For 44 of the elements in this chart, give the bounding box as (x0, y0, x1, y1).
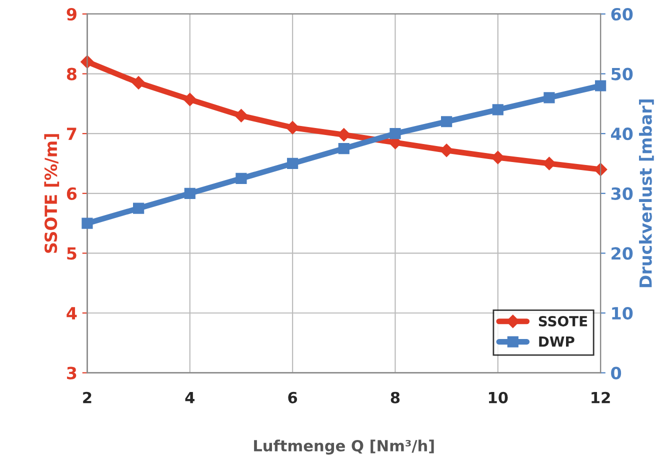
point (132, 76, 146, 90)
point (338, 142, 350, 154)
point (234, 109, 248, 122)
point (133, 202, 144, 214)
y-tick-label: 9 (66, 8, 76, 21)
y2-tick-label: 60 (611, 8, 633, 21)
y2-tick-label: 30 (611, 187, 633, 200)
point (492, 104, 504, 116)
point (236, 172, 247, 184)
y-tick-label: 6 (66, 187, 77, 200)
point (440, 116, 452, 128)
y-tick-label: 7 (67, 128, 76, 140)
y2-tick-label: 10 (612, 306, 633, 320)
legend-label: SSOTE (538, 316, 588, 326)
y-axis-title: SSOTE [%/m] (44, 134, 60, 253)
point (287, 158, 298, 170)
y2-tick-label: 0 (611, 366, 622, 380)
y2-tick-label: 40 (611, 128, 633, 140)
y2-axis-title: Druckverlust [mbar] (639, 100, 654, 288)
y-tick-label: 4 (66, 307, 77, 320)
y-tick-label: 8 (66, 68, 76, 80)
y2-tick-label: 50 (612, 68, 633, 80)
point (544, 92, 555, 104)
legend-label: DWP (539, 336, 574, 347)
point (337, 128, 350, 142)
x-tick-label: 4 (185, 392, 195, 404)
point (594, 80, 606, 92)
point (183, 92, 196, 106)
x-tick-label: 6 (288, 392, 298, 404)
point (491, 150, 504, 164)
x-tick-label: 10 (488, 392, 508, 404)
point (82, 218, 93, 229)
x-tick-label: 12 (592, 392, 610, 404)
y-tick-label: 5 (67, 247, 76, 260)
point (184, 188, 196, 199)
point (542, 156, 556, 170)
x-tick-label: 8 (390, 392, 400, 404)
y-tick-label: 3 (67, 366, 76, 380)
x-tick-label: 2 (83, 392, 92, 404)
point (440, 144, 454, 157)
y2-tick-label: 20 (612, 247, 633, 260)
point (390, 128, 401, 140)
x-axis-title: Luftmenge Q [Nm³/h] (254, 440, 434, 455)
point (286, 121, 300, 134)
